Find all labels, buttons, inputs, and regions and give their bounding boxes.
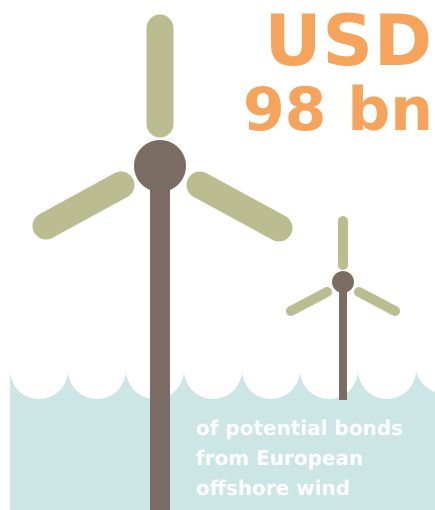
caption-line: from European (196, 443, 432, 473)
headline-amount: 98 bn (243, 80, 433, 140)
large-turbine-hub (134, 140, 186, 192)
small-turbine-hub (332, 271, 354, 293)
headline: USD 98 bn (243, 6, 433, 140)
caption-line: of potential bonds (196, 413, 432, 443)
large-turbine-blade-left (46, 185, 121, 226)
caption-line: offshore wind (196, 473, 432, 503)
small-turbine-blade-right (359, 292, 395, 311)
small-wind-turbine-icon (291, 221, 395, 400)
large-turbine-blade-right (200, 185, 279, 228)
caption: of potential bonds from European offshor… (196, 413, 432, 503)
headline-currency: USD (243, 6, 433, 76)
small-turbine-blade-left (291, 292, 327, 311)
